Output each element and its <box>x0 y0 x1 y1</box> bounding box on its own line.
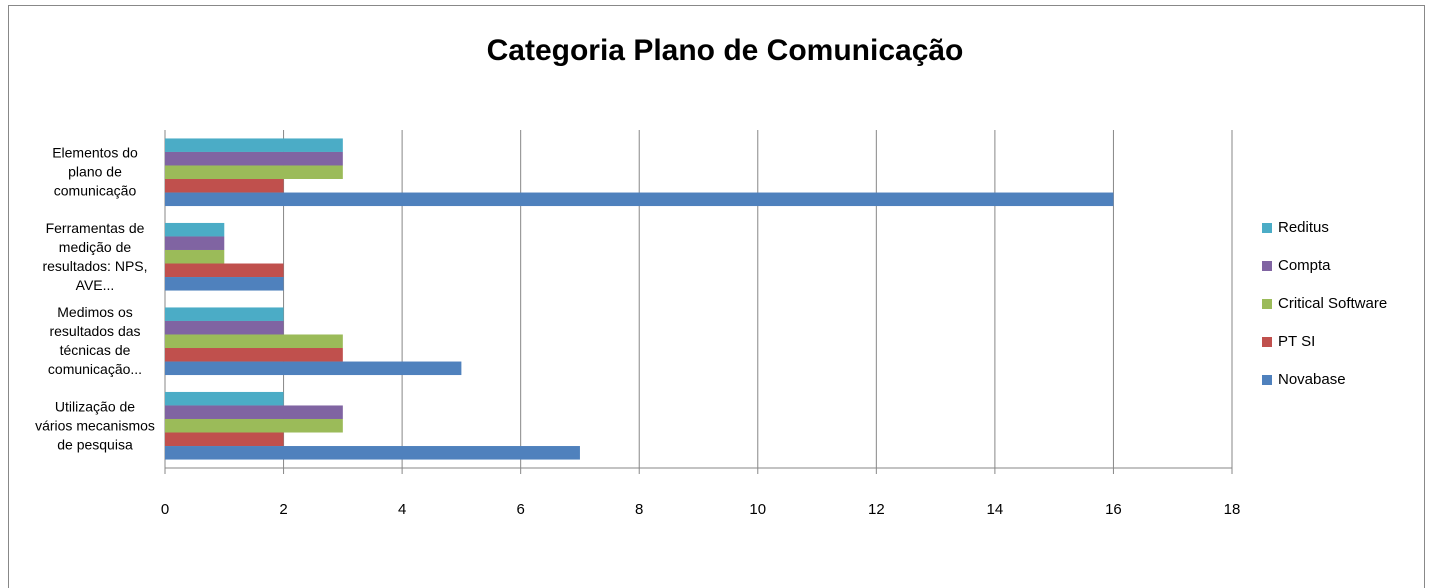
x-tick-label: 12 <box>868 501 885 518</box>
bar <box>165 263 284 278</box>
bar <box>165 446 580 460</box>
bar <box>165 432 284 447</box>
x-tick-label: 16 <box>1105 501 1122 518</box>
bar <box>165 192 1114 207</box>
bar <box>165 222 225 237</box>
bar <box>165 138 343 152</box>
bar <box>165 236 225 250</box>
y-tick-label: Medimos os resultados das técnicas de co… <box>47 304 143 378</box>
bar <box>165 348 343 362</box>
bar <box>165 391 284 406</box>
bar <box>165 151 343 166</box>
x-tick-label: 0 <box>161 501 169 518</box>
x-tick-label: 4 <box>398 501 406 518</box>
legend-label: Critical Software <box>1278 295 1387 312</box>
x-tick-label: 6 <box>516 501 524 518</box>
legend-label: Reditus <box>1278 219 1329 236</box>
y-tick-label: Elementos do plano de comunicação <box>52 144 138 199</box>
bar <box>165 249 225 264</box>
bar <box>165 179 284 193</box>
bar <box>165 165 343 180</box>
legend-label: Compta <box>1278 257 1331 274</box>
x-tick-label: 18 <box>1224 501 1241 518</box>
x-tick-label: 2 <box>279 501 287 518</box>
chart-border <box>8 5 1425 588</box>
legend-label: Novabase <box>1278 371 1346 388</box>
legend-swatch <box>1262 375 1272 385</box>
x-tick-label: 14 <box>987 501 1004 518</box>
bar <box>165 334 343 349</box>
bar <box>165 405 343 419</box>
chart-title: Categoria Plano de Comunicação <box>487 34 964 67</box>
x-tick-label: 10 <box>749 501 766 518</box>
bar <box>165 320 284 335</box>
legend-swatch <box>1262 337 1272 347</box>
legend-swatch <box>1262 299 1272 309</box>
x-tick-label: 8 <box>635 501 643 518</box>
legend-swatch <box>1262 223 1272 233</box>
y-tick-label: Ferramentas de medição de resultados: NP… <box>42 219 148 293</box>
y-tick-label: Utilização de vários mecanismos de pesqu… <box>35 398 155 453</box>
legend-label: PT SI <box>1278 333 1315 350</box>
bar <box>165 307 284 321</box>
bar <box>165 361 462 376</box>
bar <box>165 277 284 291</box>
legend-swatch <box>1262 261 1272 271</box>
bar <box>165 418 343 433</box>
